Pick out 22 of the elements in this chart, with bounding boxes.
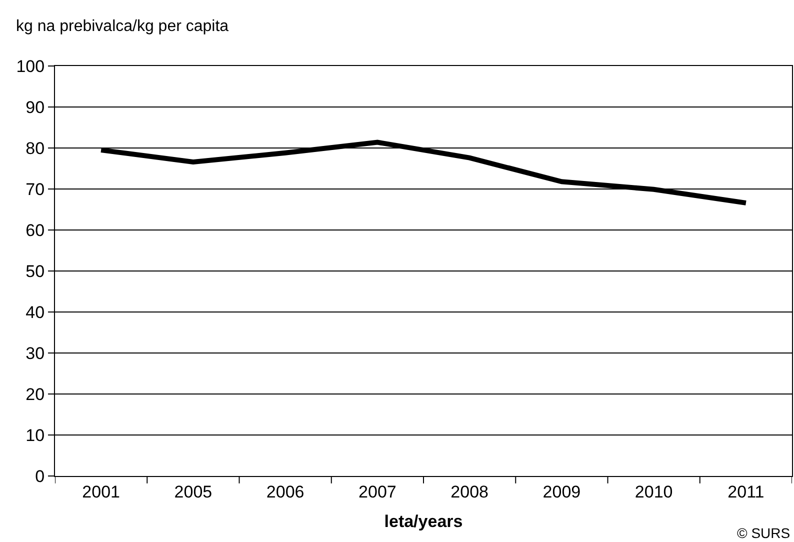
x-tick-label: 2009 — [542, 482, 581, 502]
y-tick-label: 60 — [26, 220, 45, 240]
y-tick-label: 90 — [26, 98, 45, 117]
text: © SURS — [737, 525, 790, 541]
x-axis-title: leta/years — [384, 512, 463, 531]
y-tick-label: 100 — [16, 56, 45, 76]
x-tick-label: 2001 — [82, 482, 120, 502]
x-tick-label: 2011 — [728, 482, 764, 502]
y-tick-label: 50 — [26, 262, 45, 281]
y-tick-label: 40 — [26, 302, 45, 322]
x-tick-label: 2008 — [450, 482, 488, 502]
y-tick-label: 70 — [26, 180, 45, 199]
y-tick-label: 20 — [26, 384, 45, 404]
x-tick-label: 2005 — [174, 482, 212, 502]
y-axis-title: kg na prebivalca/kg per capita — [16, 18, 229, 35]
x-tick-label: 2006 — [266, 482, 304, 502]
y-tick-label: 10 — [26, 426, 45, 445]
x-tick-label: 2007 — [358, 482, 396, 502]
x-tick-label: 2010 — [634, 482, 673, 502]
y-tick-label: 80 — [26, 138, 45, 158]
y-tick-label: 30 — [26, 344, 45, 363]
y-tick-label: 0 — [35, 466, 45, 486]
